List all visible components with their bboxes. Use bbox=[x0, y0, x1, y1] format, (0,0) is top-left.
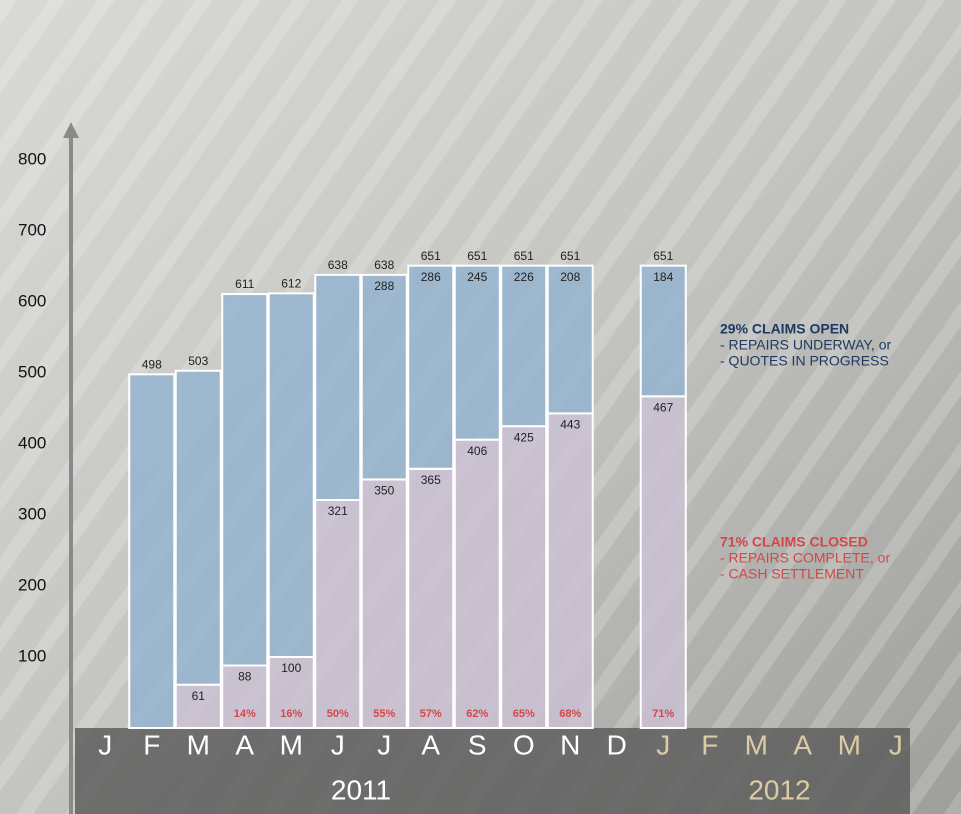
total-label: 503 bbox=[188, 354, 208, 368]
month-label: O bbox=[513, 729, 535, 760]
month-label: D bbox=[607, 729, 627, 760]
month-label: M bbox=[745, 729, 768, 760]
percent-label: 71% bbox=[652, 708, 674, 720]
bar-segment bbox=[453, 438, 501, 729]
annotation: 71% CLAIMS CLOSED bbox=[720, 534, 868, 550]
segment-label: 406 bbox=[467, 444, 487, 458]
segment-label: 286 bbox=[421, 270, 441, 284]
bar-segment bbox=[128, 373, 176, 729]
y-tick-label: 700 bbox=[18, 220, 46, 239]
total-label: 651 bbox=[421, 249, 441, 263]
segment-label: 100 bbox=[281, 661, 301, 675]
month-label: J bbox=[98, 729, 112, 760]
annotation: - CASH SETTLEMENT bbox=[720, 566, 864, 582]
percent-label: 62% bbox=[466, 708, 488, 720]
bar-segment bbox=[174, 369, 222, 686]
bar-segment bbox=[267, 655, 315, 730]
bar-segment bbox=[453, 264, 501, 441]
month-label: J bbox=[331, 729, 345, 760]
segment-label: 350 bbox=[374, 484, 394, 498]
segment-label: 321 bbox=[328, 504, 348, 518]
percent-label: 57% bbox=[420, 708, 442, 720]
year-label: 2012 bbox=[748, 774, 810, 805]
month-label: F bbox=[143, 729, 160, 760]
segment-label: 208 bbox=[560, 270, 580, 284]
annotation: - REPAIRS UNDERWAY, or bbox=[720, 337, 891, 353]
month-label: A bbox=[235, 729, 254, 760]
year-label: 2011 bbox=[331, 774, 391, 805]
segment-label: 425 bbox=[514, 430, 534, 444]
month-label: J bbox=[656, 729, 670, 760]
percent-label: 14% bbox=[234, 708, 256, 720]
bar-segment bbox=[546, 264, 594, 415]
bar-segment bbox=[546, 412, 594, 729]
segment-label: 88 bbox=[238, 670, 252, 684]
annotation: - REPAIRS COMPLETE, or bbox=[720, 550, 890, 566]
bar-segment bbox=[360, 273, 408, 481]
bar-segment bbox=[639, 395, 687, 729]
total-label: 638 bbox=[328, 258, 348, 272]
bar-segment bbox=[314, 499, 362, 730]
total-label: 651 bbox=[467, 249, 487, 263]
bar-segment bbox=[500, 264, 548, 428]
segment-label: 184 bbox=[653, 270, 673, 284]
bar-segment bbox=[360, 478, 408, 729]
y-tick-label: 400 bbox=[18, 433, 46, 452]
y-tick-label: 600 bbox=[18, 291, 46, 310]
segment-label: 226 bbox=[514, 270, 534, 284]
segment-label: 365 bbox=[421, 473, 441, 487]
bar-segment bbox=[407, 264, 455, 470]
segment-label: 61 bbox=[192, 689, 206, 703]
total-label: 651 bbox=[653, 249, 673, 263]
segment-label: 288 bbox=[374, 279, 394, 293]
bar-segment bbox=[500, 425, 548, 729]
annotation: 29% CLAIMS OPEN bbox=[720, 321, 849, 337]
month-label: M bbox=[187, 729, 210, 760]
y-tick-label: 200 bbox=[18, 575, 46, 594]
total-label: 611 bbox=[235, 277, 254, 291]
bar-segment bbox=[314, 273, 362, 502]
y-tick-label: 300 bbox=[18, 504, 46, 523]
percent-label: 16% bbox=[280, 708, 302, 720]
y-tick-label: 500 bbox=[18, 362, 46, 381]
bar-segment bbox=[221, 293, 269, 667]
y-tick-label: 800 bbox=[18, 149, 46, 168]
percent-label: 65% bbox=[513, 708, 535, 720]
y-axis-arrow bbox=[63, 122, 79, 138]
total-label: 612 bbox=[281, 277, 301, 291]
percent-label: 50% bbox=[327, 708, 349, 720]
annotation: - QUOTES IN PROGRESS bbox=[720, 353, 889, 369]
month-label: F bbox=[701, 729, 718, 760]
total-label: 651 bbox=[514, 249, 534, 263]
month-label: J bbox=[889, 729, 903, 760]
segment-label: 443 bbox=[560, 418, 580, 432]
month-label: N bbox=[560, 729, 580, 760]
month-label: A bbox=[421, 729, 440, 760]
bar-segment bbox=[407, 467, 455, 729]
month-label: S bbox=[468, 729, 487, 760]
total-label: 651 bbox=[560, 249, 580, 263]
segment-label: 467 bbox=[653, 401, 673, 415]
y-tick-label: 100 bbox=[18, 646, 46, 665]
month-label: A bbox=[793, 729, 812, 760]
percent-label: 68% bbox=[559, 708, 581, 720]
bar-segment bbox=[267, 292, 315, 658]
month-label: M bbox=[280, 729, 303, 760]
percent-label: 55% bbox=[373, 708, 395, 720]
month-band bbox=[75, 728, 910, 814]
bar-segment bbox=[221, 664, 269, 729]
month-label: J bbox=[377, 729, 391, 760]
total-label: 498 bbox=[142, 357, 162, 371]
segment-label: 245 bbox=[467, 270, 487, 284]
month-label: M bbox=[838, 729, 861, 760]
bar-segment bbox=[639, 264, 687, 398]
total-label: 638 bbox=[374, 258, 394, 272]
